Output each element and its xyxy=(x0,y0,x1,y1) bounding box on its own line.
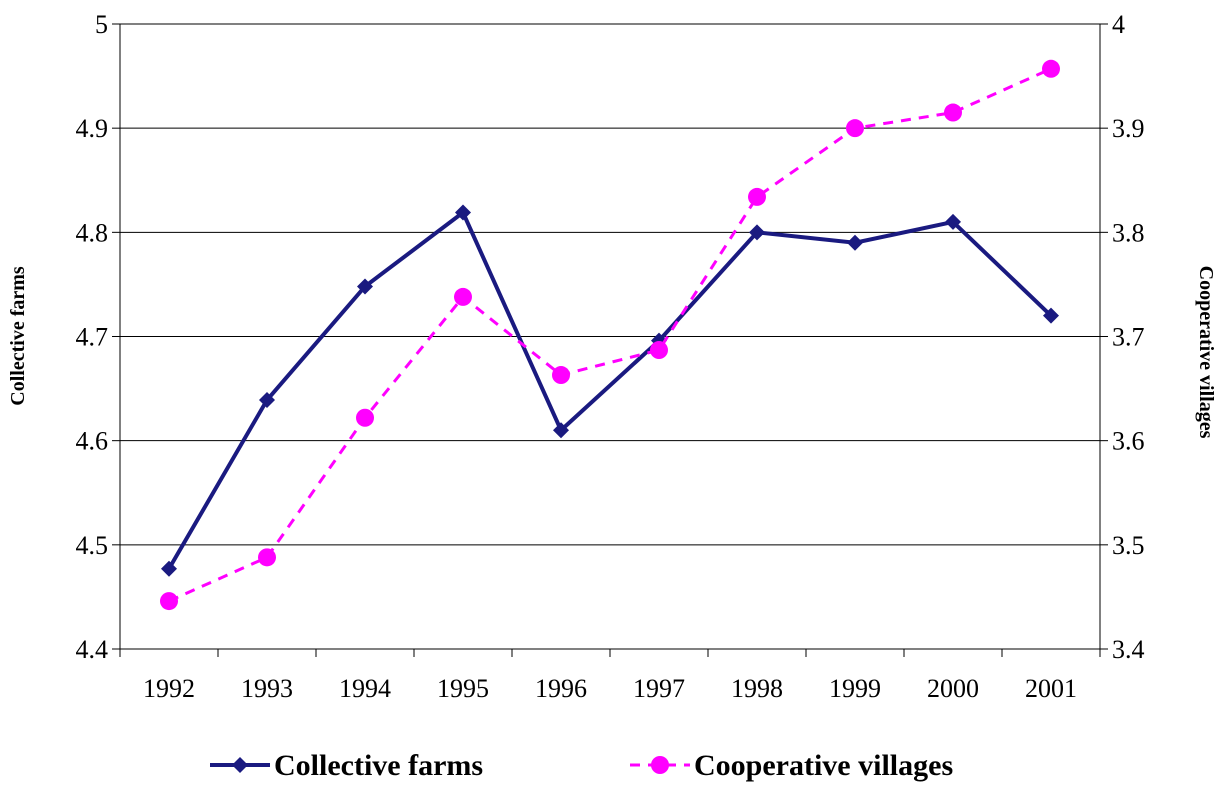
legend-label: Cooperative villages xyxy=(694,749,953,782)
data-point xyxy=(259,392,275,409)
data-point xyxy=(650,341,668,360)
legend-marker xyxy=(651,756,669,774)
data-point xyxy=(454,287,472,306)
data-point xyxy=(552,366,570,385)
data-point xyxy=(258,548,276,567)
y-tick-label: 4.9 xyxy=(76,114,109,143)
x-tick-label: 1992 xyxy=(143,674,195,703)
data-point xyxy=(944,103,962,122)
y2-tick-label: 3.4 xyxy=(1112,635,1145,664)
y2-tick-label: 3.5 xyxy=(1112,531,1145,560)
data-point xyxy=(1043,307,1059,324)
data-point xyxy=(847,234,863,251)
y-tick-label: 4.5 xyxy=(76,531,109,560)
y-tick-label: 4.6 xyxy=(76,427,109,456)
y2-tick-label: 3.7 xyxy=(1112,323,1145,352)
y-tick-label: 4.4 xyxy=(76,635,109,664)
y2-axis-title: Cooperative villages xyxy=(1195,266,1217,439)
y-axis-title: Collective farms xyxy=(7,266,29,406)
data-point xyxy=(161,560,177,577)
x-tick-label: 1994 xyxy=(339,674,391,703)
x-tick-label: 1993 xyxy=(241,674,293,703)
x-tick-label: 1996 xyxy=(535,674,587,703)
y2-tick-label: 3.9 xyxy=(1112,114,1145,143)
legend-marker xyxy=(232,757,248,773)
series-line xyxy=(168,67,1052,603)
series-line xyxy=(167,209,1053,570)
y2-tick-label: 3.8 xyxy=(1112,218,1145,247)
data-point xyxy=(846,119,864,138)
x-tick-label: 1998 xyxy=(731,674,783,703)
y-tick-label: 5 xyxy=(95,10,108,39)
x-tick-label: 1999 xyxy=(829,674,881,703)
y2-tick-label: 4 xyxy=(1112,10,1125,39)
y-tick-label: 4.7 xyxy=(76,323,109,352)
x-tick-label: 2000 xyxy=(927,674,979,703)
y-tick-label: 4.8 xyxy=(76,218,109,247)
y2-tick-label: 3.6 xyxy=(1112,427,1145,456)
legend-label: Collective farms xyxy=(274,749,483,782)
data-point xyxy=(356,408,374,427)
data-point xyxy=(357,278,373,295)
data-point xyxy=(455,204,471,221)
data-point xyxy=(749,224,765,241)
x-tick-label: 1997 xyxy=(633,674,685,703)
x-tick-label: 1995 xyxy=(437,674,489,703)
data-point xyxy=(160,592,178,611)
data-point xyxy=(553,422,569,439)
x-tick-label: 2001 xyxy=(1025,674,1077,703)
data-point xyxy=(1042,59,1060,78)
data-point xyxy=(945,213,961,230)
data-point xyxy=(748,187,766,206)
